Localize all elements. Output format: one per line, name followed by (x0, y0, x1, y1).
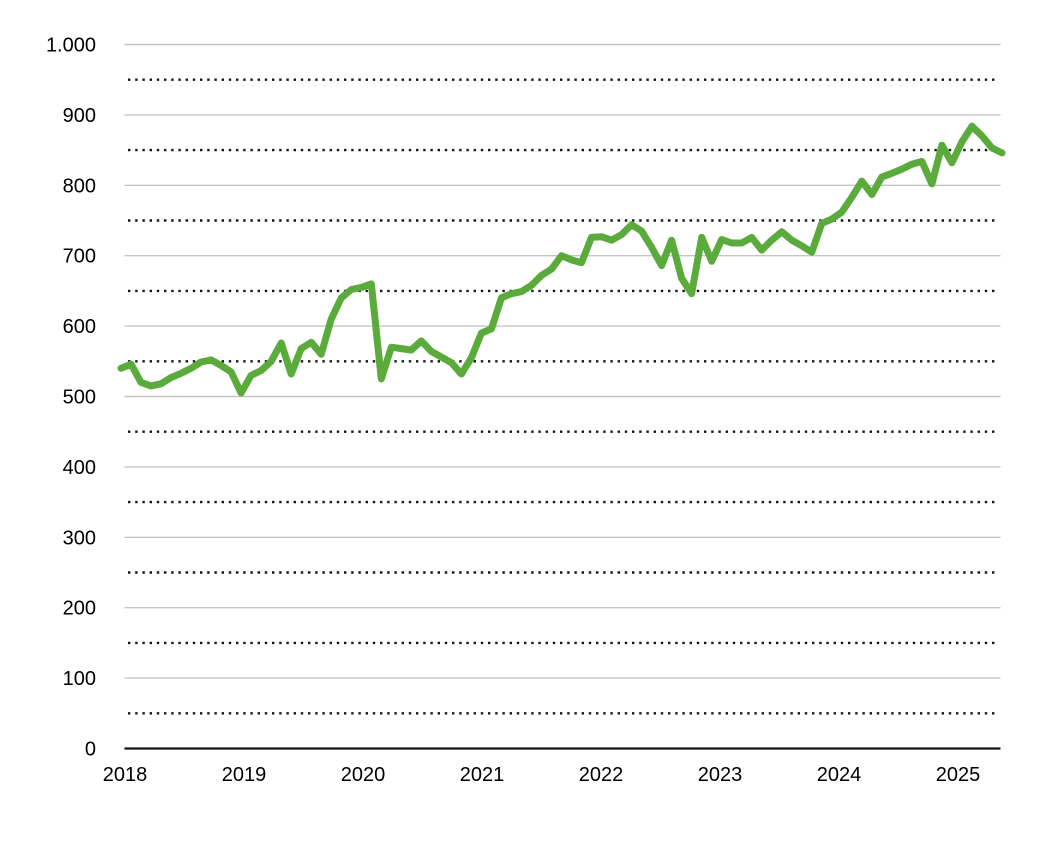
y-tick-label: 200 (63, 598, 96, 620)
y-tick-label: 700 (63, 246, 96, 268)
y-tick-label: 400 (63, 457, 96, 479)
x-tick-label: 2025 (936, 764, 981, 786)
y-tick-label: 500 (63, 387, 96, 409)
x-tick-label: 2023 (698, 764, 743, 786)
x-tick-label: 2018 (103, 764, 148, 786)
x-tick-label: 2021 (460, 764, 505, 786)
x-tick-label: 2022 (579, 764, 624, 786)
y-tick-label: 300 (63, 527, 96, 549)
y-tick-label: 1.000 (46, 35, 96, 57)
y-tick-label: 600 (63, 316, 96, 338)
y-tick-label: 0 (85, 739, 96, 761)
x-tick-label: 2019 (222, 764, 267, 786)
y-tick-label: 900 (63, 105, 96, 127)
y-tick-label: 100 (63, 668, 96, 690)
x-tick-label: 2020 (341, 764, 386, 786)
y-tick-label: 800 (63, 175, 96, 197)
x-tick-label: 2024 (817, 764, 862, 786)
data-line-index-value (117, 122, 1006, 397)
